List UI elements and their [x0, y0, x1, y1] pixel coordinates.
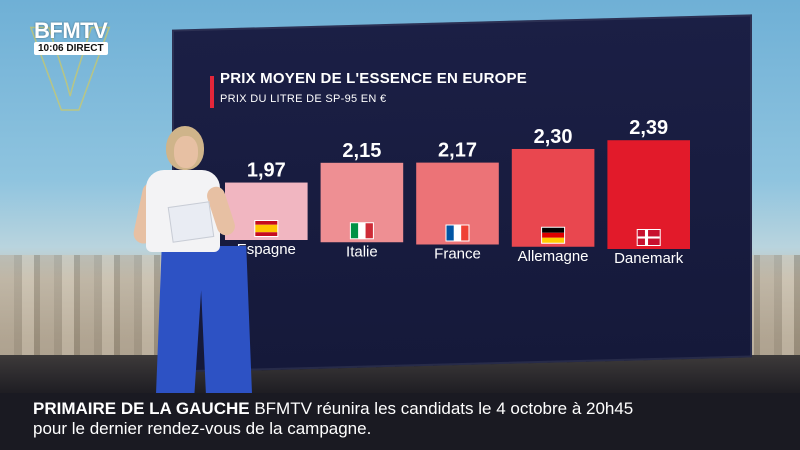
flag-stripe — [542, 227, 565, 233]
ticker-text: BFMTV réunira les candidats le 4 octobre… — [249, 399, 634, 418]
decorative-letter: V — [29, 1, 111, 137]
flag-stripe — [255, 224, 278, 233]
value-label: 2,30 — [534, 126, 573, 148]
flag-stripe — [358, 223, 366, 239]
value-label: 2,15 — [342, 140, 381, 162]
flag-stripe — [365, 223, 373, 239]
time-badge: 10:06 DIRECT — [34, 42, 108, 55]
live-label: DIRECT — [66, 43, 104, 54]
value-label: 2,17 — [438, 140, 477, 162]
chart-subtitle: PRIX DU LITRE DE SP-95 EN € — [220, 93, 387, 105]
category-label: France — [434, 246, 481, 263]
category-label: Espagne — [237, 241, 296, 258]
ticker-line-1: PRIMAIRE DE LA GAUCHE BFMTV réunira les … — [33, 399, 633, 419]
flag-stripe — [255, 221, 278, 225]
value-label: 1,97 — [247, 160, 286, 182]
news-ticker: PRIMAIRE DE LA GAUCHE BFMTV réunira les … — [0, 393, 800, 450]
ticker-line-2: pour le dernier rendez-vous de la campag… — [33, 419, 372, 438]
chart-title: PRIX MOYEN DE L'ESSENCE EN EUROPE — [220, 70, 527, 87]
category-label: Allemagne — [518, 248, 589, 265]
title-accent-bar — [210, 76, 214, 108]
flag-stripe — [542, 237, 565, 243]
ticker-headline: PRIMAIRE DE LA GAUCHE — [33, 399, 250, 418]
flag-stripe — [453, 225, 462, 241]
channel-logo: BFMTV — [34, 18, 108, 43]
flag-stripe — [446, 225, 454, 241]
flag-cross — [637, 236, 660, 239]
time-label: 10:06 — [38, 43, 64, 54]
value-label: 2,39 — [629, 117, 668, 139]
flag-stripe — [542, 232, 565, 238]
presenter-face — [174, 136, 198, 168]
presenter-notes — [167, 201, 215, 243]
category-label: Italie — [346, 243, 378, 260]
flag-stripe — [255, 232, 278, 236]
category-label: Danemark — [614, 250, 684, 267]
flag-stripe — [461, 225, 469, 241]
flag-stripe — [350, 223, 359, 239]
